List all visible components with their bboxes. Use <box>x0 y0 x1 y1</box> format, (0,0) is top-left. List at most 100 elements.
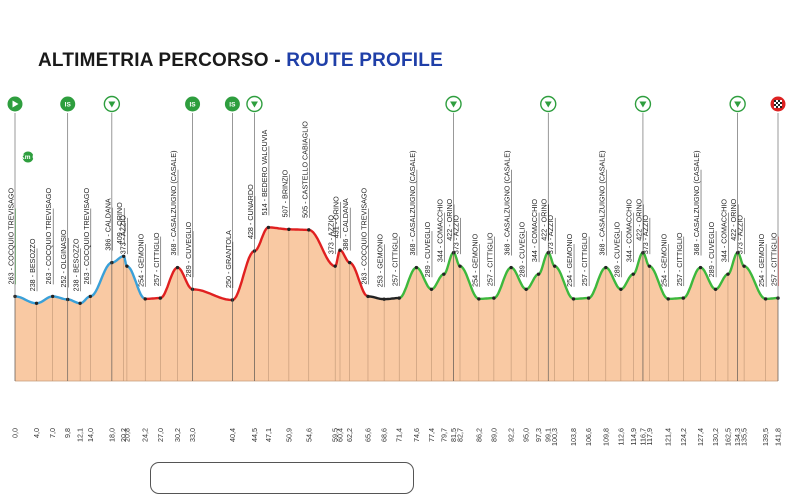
profile-point <box>763 297 768 301</box>
location-label: 368 - CASALZUIGNO (CASALE) <box>408 150 417 255</box>
kom-triangle-icon <box>729 95 746 113</box>
profile-point <box>78 301 82 305</box>
location-label: 238 - BESOZZO <box>72 238 81 291</box>
location-label: 254 - GEMONIO <box>470 233 479 287</box>
profile-point <box>347 260 352 265</box>
location-label: 373 - AZZIO <box>546 215 555 255</box>
profile-point <box>121 254 126 258</box>
km-tick-label: 95,0 <box>522 428 531 442</box>
kom-triangle-icon <box>103 95 121 113</box>
location-label: 254 - GEMONIO <box>660 233 669 287</box>
location-label: 422 - ORINO <box>729 198 738 240</box>
km-tick-label: 121,4 <box>664 428 673 446</box>
km-tick-label: 14,0 <box>86 428 95 442</box>
km-tick-label: 59,5 <box>331 428 340 442</box>
location-label: 257 - CITTIGLIO <box>152 232 161 286</box>
km-tick-label: 139,5 <box>761 428 770 446</box>
profile-point <box>666 297 670 301</box>
km-tick-label: 162,5 <box>723 428 732 446</box>
location-label: 289 - CUVEGLIO <box>612 221 621 277</box>
profile-point <box>509 265 513 270</box>
profile-point <box>175 265 180 270</box>
profile-point <box>742 264 746 268</box>
location-label: 289 - CUVEGLIO <box>518 221 527 277</box>
profile-point <box>571 297 576 301</box>
profile-point <box>88 294 93 299</box>
location-label: 263 - COCQUIO TREVISAGO <box>359 187 368 284</box>
location-label: 289 - CUVEGLIO <box>184 221 193 277</box>
location-label: 431 - ORINO <box>332 196 341 238</box>
profile-point <box>125 264 129 268</box>
km-tick-label: 54,6 <box>304 428 313 442</box>
finish-flag-icon <box>770 96 786 112</box>
km-tick-label: 20,8 <box>122 428 131 442</box>
location-label: 254 - GEMONIO <box>565 233 574 287</box>
kom-triangle-icon <box>634 95 652 113</box>
profile-point <box>34 301 39 305</box>
profile-point <box>158 296 162 300</box>
profile-point <box>698 265 703 270</box>
title-english: ROUTE PROFILE <box>286 50 443 71</box>
profile-point <box>143 297 147 301</box>
profile-point <box>681 296 685 300</box>
km-tick-label: 74,6 <box>412 428 421 442</box>
km-tick-label: 65,6 <box>363 428 372 442</box>
km-tick-label: 92,2 <box>507 428 516 442</box>
km-tick-label: 9,8 <box>63 428 72 438</box>
km0-badge-icon: Km 0 <box>20 151 36 163</box>
location-label: 428 - CUNARDO <box>246 184 255 239</box>
location-label: 422 - ORINO <box>634 198 643 240</box>
profile-line-blue <box>14 255 145 305</box>
location-label: 257 - CITTIGLIO <box>675 232 684 286</box>
location-label: 257 - CITTIGLIO <box>580 232 589 286</box>
legend-box <box>150 462 414 494</box>
location-label: 368 - CASALZUIGNO (CASALE) <box>503 150 512 255</box>
km-tick-label: 4,0 <box>32 428 41 438</box>
profile-point <box>333 264 337 268</box>
km-tick-label: 112,6 <box>616 428 625 445</box>
location-label: 368 - CASALZUIGNO (CASALE) <box>597 150 606 255</box>
profile-point <box>726 272 730 276</box>
title-separator: - <box>268 50 287 71</box>
km-tick-label: 7,0 <box>48 428 57 438</box>
profile-point <box>442 272 446 276</box>
location-label: 263 - COCQUIO TREVISAGO <box>82 187 91 284</box>
profile-point <box>631 272 635 276</box>
location-label: 373 - AZZIO <box>327 215 336 255</box>
profile-point <box>50 294 55 299</box>
km-tick-label: 82,7 <box>455 428 464 442</box>
km-tick-label: 44,5 <box>250 428 259 442</box>
km-tick-label: 117,9 <box>645 428 654 445</box>
km-tick-label: 30,2 <box>173 428 182 442</box>
km-tick-label: 100,3 <box>550 428 559 446</box>
km-tick-label: 77,4 <box>427 428 436 442</box>
marker-layer: Km 0 IS IS IS <box>7 95 786 381</box>
sprint-is-icon: IS <box>185 96 201 112</box>
profile-point <box>552 264 557 268</box>
location-label: 254 - GEMONIO <box>137 233 146 287</box>
location-label: 250 - GRANTOLA <box>224 230 233 288</box>
sprint-badge-text: IS <box>189 101 196 108</box>
location-label: 344 - COMACCHIO <box>719 199 728 263</box>
km-tick-label: 97,3 <box>534 428 543 442</box>
km-tick-label: 141,8 <box>774 428 783 446</box>
km-tick-label: 114,9 <box>629 428 638 445</box>
profile-point <box>266 225 271 230</box>
km0-badge-text: Km 0 <box>20 154 36 161</box>
km-tick-label: 20,2 <box>119 428 128 442</box>
location-label: 507 - BRINZIO <box>280 169 289 217</box>
location-label: 373 - AZZIO <box>451 215 460 255</box>
km-tick-label: 86,2 <box>474 428 483 442</box>
location-label: 344 - COMACCHIO <box>530 199 539 263</box>
profile-point <box>338 248 342 252</box>
title-italian: ALTIMETRIA PERCORSO <box>38 50 269 71</box>
km-tick-label: 33,0 <box>188 428 197 442</box>
location-label: 289 - CUVEGLIO <box>707 221 716 277</box>
profile-point <box>586 296 591 300</box>
km-tick-label: 135,5 <box>740 428 749 446</box>
km-tick-label: 106,6 <box>584 428 593 446</box>
kom-triangle-icon <box>445 95 462 113</box>
profile-point <box>307 228 311 232</box>
location-label: 263 - COCQUIO TREVISAGO <box>44 187 53 284</box>
profile-point <box>713 287 718 291</box>
